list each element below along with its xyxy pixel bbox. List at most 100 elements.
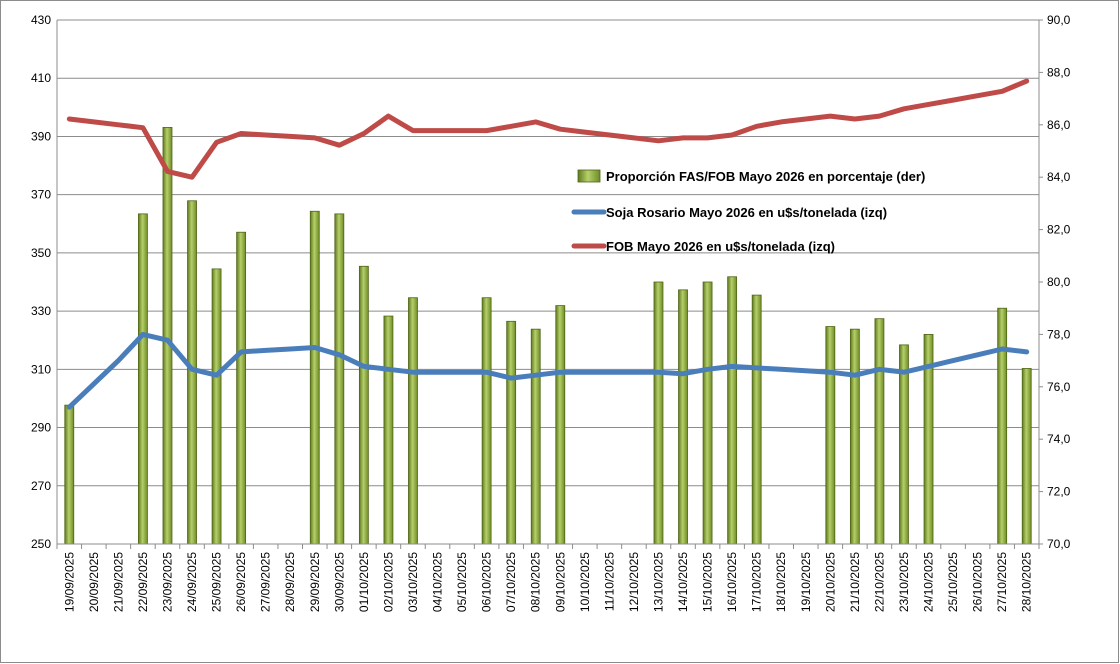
left-tick-label: 310 — [31, 362, 51, 376]
x-tick-label: 05/10/2025 — [455, 552, 469, 612]
x-tick-label: 04/10/2025 — [431, 552, 445, 612]
bar — [751, 294, 762, 545]
x-tick-label: 09/10/2025 — [553, 552, 567, 612]
bar — [383, 315, 394, 545]
line-series — [66, 78, 1030, 410]
x-tick-label: 25/10/2025 — [946, 552, 960, 612]
x-tick-label: 21/09/2025 — [111, 552, 125, 612]
left-tick-label: 430 — [31, 13, 51, 27]
legend: Proporción FAS/FOB Mayo 2026 en porcenta… — [571, 169, 925, 254]
x-tick-label: 08/10/2025 — [529, 552, 543, 612]
x-tick-label: 18/10/2025 — [774, 552, 788, 612]
bar — [408, 297, 418, 545]
bar — [1021, 368, 1032, 545]
bar — [211, 268, 222, 545]
x-tick-label: 06/10/2025 — [480, 552, 494, 612]
x-tick-label: 02/10/2025 — [381, 552, 395, 612]
x-tick-label: 22/10/2025 — [872, 552, 886, 612]
x-axis-ticks: 19/09/2025 20/09/2025 21/09/2025 22/09/2025… — [56, 544, 1040, 612]
right-tick-label: 70,0 — [1047, 537, 1071, 551]
right-tick-label: 72,0 — [1047, 485, 1071, 499]
x-tick-label: 22/09/2025 — [136, 552, 150, 612]
left-tick-label: 390 — [31, 129, 51, 143]
x-tick-label: 30/09/2025 — [332, 552, 346, 612]
x-tick-label: 28/10/2025 — [1020, 552, 1034, 612]
x-tick-label: 21/10/2025 — [848, 552, 862, 612]
right-axis-ticks: 70,0 72,0 74,0 76,0 78,0 80,0 82,0 84,0 86,0 88,0… — [1039, 13, 1071, 551]
x-tick-label: 15/10/2025 — [701, 552, 715, 612]
right-tick-label: 78,0 — [1047, 327, 1071, 341]
bar — [678, 289, 688, 545]
x-tick-label: 17/10/2025 — [750, 552, 764, 612]
legend-label: Soja Rosario Mayo 2026 en u$s/tonelada (… — [606, 205, 887, 220]
x-tick-label: 03/10/2025 — [406, 552, 420, 612]
left-tick-label: 290 — [31, 421, 51, 435]
bar — [530, 328, 541, 545]
x-tick-label: 12/10/2025 — [627, 552, 641, 612]
x-tick-label: 19/09/2025 — [62, 552, 76, 612]
x-tick-label: 10/10/2025 — [578, 552, 592, 612]
x-tick-label: 28/09/2025 — [283, 552, 297, 612]
x-tick-label: 23/10/2025 — [897, 552, 911, 612]
x-tick-label: 20/09/2025 — [87, 552, 101, 612]
axes — [56, 20, 1040, 545]
left-tick-label: 410 — [31, 71, 51, 85]
x-tick-label: 29/09/2025 — [308, 552, 322, 612]
x-tick-label: 16/10/2025 — [725, 552, 739, 612]
gridlines — [57, 19, 1039, 545]
legend-label: FOB Mayo 2026 en u$s/tonelada (izq) — [606, 239, 835, 254]
x-tick-label: 26/09/2025 — [234, 552, 248, 612]
x-tick-label: 27/10/2025 — [995, 552, 1009, 612]
bar — [849, 328, 860, 545]
bar — [997, 307, 1008, 545]
right-tick-label: 82,0 — [1047, 223, 1071, 237]
bar — [138, 213, 148, 545]
bar — [481, 297, 492, 545]
right-tick-label: 74,0 — [1047, 432, 1071, 446]
x-tick-label: 26/10/2025 — [971, 552, 985, 612]
x-tick-label: 19/10/2025 — [799, 552, 813, 612]
left-tick-label: 270 — [31, 479, 51, 493]
bar-series — [64, 127, 1032, 545]
left-axis-ticks: 250 270 290 310 330 350 370 390 410 430 — [31, 13, 51, 551]
x-tick-label: 27/09/2025 — [259, 552, 273, 612]
x-tick-label: 07/10/2025 — [504, 552, 518, 612]
bar — [358, 265, 369, 545]
x-tick-label: 11/10/2025 — [602, 552, 616, 611]
x-tick-label: 01/10/2025 — [357, 552, 371, 612]
bar — [236, 231, 247, 545]
bar — [653, 281, 664, 545]
bar — [334, 213, 345, 545]
x-tick-label: 13/10/2025 — [651, 552, 665, 612]
right-tick-label: 84,0 — [1047, 170, 1071, 184]
left-tick-label: 250 — [31, 537, 51, 551]
series-line — [66, 331, 1030, 410]
right-tick-label: 90,0 — [1047, 13, 1071, 27]
bar — [64, 404, 75, 545]
right-tick-label: 86,0 — [1047, 118, 1071, 132]
x-tick-label: 25/09/2025 — [210, 552, 224, 612]
bar — [899, 344, 909, 545]
bar — [555, 305, 566, 545]
right-tick-label: 80,0 — [1047, 275, 1071, 289]
right-tick-label: 88,0 — [1047, 65, 1071, 79]
bar — [309, 210, 320, 545]
series-line — [66, 78, 1030, 180]
bar — [874, 318, 885, 545]
left-tick-label: 350 — [31, 246, 51, 260]
bar — [506, 320, 517, 545]
bar — [162, 127, 173, 545]
bar — [825, 326, 836, 545]
right-tick-label: 76,0 — [1047, 380, 1071, 394]
left-tick-label: 370 — [31, 188, 51, 202]
bar — [727, 276, 738, 545]
x-tick-label: 24/10/2025 — [922, 552, 936, 612]
legend-label: Proporción FAS/FOB Mayo 2026 en porcenta… — [606, 169, 925, 184]
legend-swatch-bar — [577, 169, 601, 183]
x-tick-label: 20/10/2025 — [823, 552, 837, 612]
bar — [702, 281, 713, 545]
x-tick-label: 23/09/2025 — [160, 552, 174, 612]
x-tick-label: 24/09/2025 — [185, 552, 199, 612]
x-tick-label: 14/10/2025 — [676, 552, 690, 612]
